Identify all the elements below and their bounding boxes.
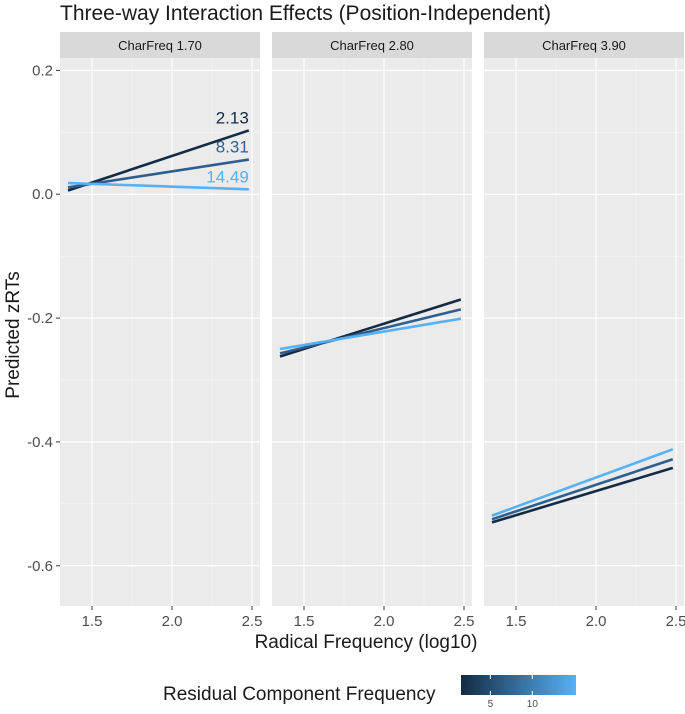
panel-strip: [272, 32, 472, 58]
x-tick-label: 2.5: [454, 613, 475, 630]
x-tick-label: 2.5: [666, 613, 685, 630]
y-axis-title: Predicted zRTs: [3, 271, 24, 398]
series-line-8.31: [279, 308, 462, 355]
series-line-2.13: [67, 129, 250, 192]
series-line-14.49: [279, 317, 462, 351]
series-label-8.31: 8.31: [216, 138, 249, 157]
y-tick-label: -0.2: [27, 310, 53, 327]
legend-tick-label: 10: [527, 699, 539, 710]
panel-strip-label: CharFreq 1.70: [118, 38, 202, 53]
panel-2: CharFreq 2.80: [272, 32, 472, 606]
series-label-2.13: 2.13: [216, 108, 249, 127]
panel-3: CharFreq 3.90: [484, 32, 684, 606]
panel-strip-label: CharFreq 2.80: [330, 38, 414, 53]
series-label-14.49: 14.49: [206, 167, 249, 186]
series-line-14.49: [491, 448, 674, 517]
panel-strip: [484, 32, 684, 58]
x-tick-label: 1.5: [294, 613, 315, 630]
legend-colorbar: [461, 675, 576, 695]
x-tick-label: 2.0: [162, 613, 183, 630]
y-tick-label: 0.0: [32, 186, 53, 203]
series-line-8.31: [491, 458, 674, 521]
x-tick-label: 1.5: [506, 613, 527, 630]
panel-background: [60, 58, 260, 606]
legend-tick-label: 5: [488, 699, 494, 710]
chart-title: Three-way Interaction Effects (Position-…: [60, 2, 551, 25]
y-tick-label: -0.4: [27, 434, 53, 451]
x-tick-label: 2.5: [242, 613, 263, 630]
panel-strip-label: CharFreq 3.90: [542, 38, 626, 53]
legend: Residual Component Frequency 5 10: [163, 675, 576, 710]
x-tick-label: 1.5: [82, 613, 103, 630]
panel-strip: [60, 32, 260, 58]
series-line-2.13: [491, 466, 674, 524]
x-tick-label: 2.0: [374, 613, 395, 630]
panel-1: CharFreq 1.70 2.13 8.31 14.49: [60, 32, 260, 606]
legend-title: Residual Component Frequency: [163, 684, 436, 705]
series-line-8.31: [67, 158, 249, 189]
panel-background: [484, 58, 684, 606]
series-line-14.49: [67, 181, 249, 191]
x-tick-label: 2.0: [586, 613, 607, 630]
y-tick-label: 0.2: [32, 62, 53, 79]
y-tick-label: -0.6: [27, 558, 53, 575]
x-axis-title: Radical Frequency (log10): [255, 632, 478, 653]
